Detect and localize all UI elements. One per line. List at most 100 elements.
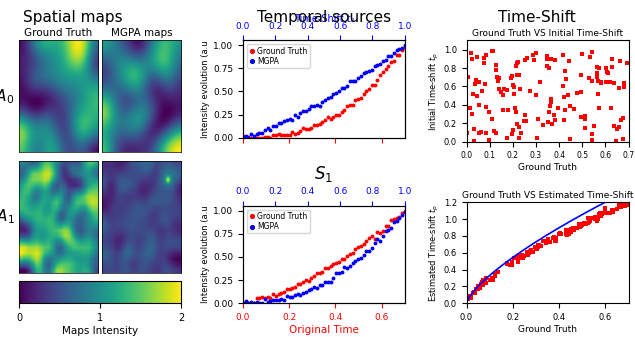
Point (591, 70, 601, 75)
Point (587, 131, 598, 136)
Point (519, 57, 530, 62)
Point (471, 287, 481, 292)
Point (481, 275, 491, 281)
Point (470, 82, 480, 87)
Point (566, 229, 576, 235)
Point (617, 136, 627, 142)
Point (595, 210, 605, 216)
Point (587, 79, 597, 84)
Point (616, 204, 626, 210)
Point (515, 255, 525, 261)
Point (561, 227, 571, 232)
MGPA (297, 111, 304, 115)
Point (543, 238, 553, 243)
Point (507, 127, 518, 132)
Point (585, 55, 595, 60)
Point (580, 221, 591, 227)
Point (507, 73, 517, 79)
Point (608, 208, 618, 213)
Line: MGPA: MGPA (241, 44, 406, 138)
Point (531, 50, 541, 55)
Point (479, 55, 490, 60)
MGPA (283, 118, 291, 122)
Point (584, 218, 594, 223)
Point (542, 56, 552, 62)
Point (474, 103, 484, 108)
Point (563, 228, 573, 234)
Point (606, 207, 617, 212)
Point (615, 204, 625, 209)
Point (564, 58, 574, 64)
Point (523, 252, 533, 258)
Point (464, 293, 474, 299)
Point (491, 62, 502, 67)
MGPA (294, 115, 302, 119)
MGPA (288, 295, 296, 299)
Point (584, 219, 594, 225)
Point (521, 118, 531, 123)
Point (601, 79, 611, 85)
Point (542, 54, 552, 59)
Point (475, 283, 485, 289)
Title: MGPA maps: MGPA maps (111, 28, 173, 38)
Point (487, 275, 497, 280)
Point (465, 50, 476, 56)
Point (600, 205, 610, 211)
Point (507, 262, 518, 268)
Point (509, 85, 519, 90)
Point (476, 129, 486, 135)
Point (522, 250, 532, 255)
Point (614, 201, 624, 207)
Point (592, 75, 602, 80)
Point (513, 257, 523, 263)
Point (577, 51, 587, 57)
Title: $S_1$: $S_1$ (314, 164, 333, 184)
Point (561, 232, 572, 237)
Point (550, 238, 560, 244)
Point (498, 87, 509, 92)
Ground Truth (288, 286, 296, 290)
Point (559, 117, 569, 122)
Point (602, 69, 612, 74)
Point (598, 211, 608, 216)
Point (547, 122, 557, 127)
Point (522, 55, 532, 61)
Point (580, 116, 590, 122)
Point (509, 92, 519, 97)
Point (546, 99, 556, 105)
Point (605, 80, 615, 85)
Point (467, 112, 477, 117)
Point (563, 93, 573, 98)
Point (569, 107, 579, 112)
Point (469, 126, 479, 131)
Point (587, 50, 597, 55)
Point (487, 117, 497, 122)
Ground Truth (269, 292, 277, 296)
Point (622, 203, 632, 208)
Point (611, 138, 621, 143)
Point (565, 228, 575, 233)
Point (563, 227, 573, 233)
Point (544, 110, 554, 115)
Point (528, 249, 538, 255)
Point (513, 59, 523, 65)
Point (525, 88, 535, 94)
Point (514, 253, 524, 259)
Point (485, 277, 495, 282)
Point (592, 64, 603, 70)
Point (592, 78, 603, 84)
Text: Temporal sources: Temporal sources (257, 10, 391, 25)
MGPA (269, 124, 277, 128)
Point (575, 221, 585, 227)
Point (512, 61, 523, 66)
Ground Truth (297, 282, 304, 286)
Point (583, 215, 593, 220)
Point (542, 63, 552, 69)
Point (490, 273, 500, 279)
Point (554, 232, 565, 237)
Point (560, 108, 570, 113)
Ground Truth (297, 129, 304, 133)
Point (552, 105, 563, 110)
Point (574, 223, 584, 228)
MGPA (401, 43, 409, 47)
